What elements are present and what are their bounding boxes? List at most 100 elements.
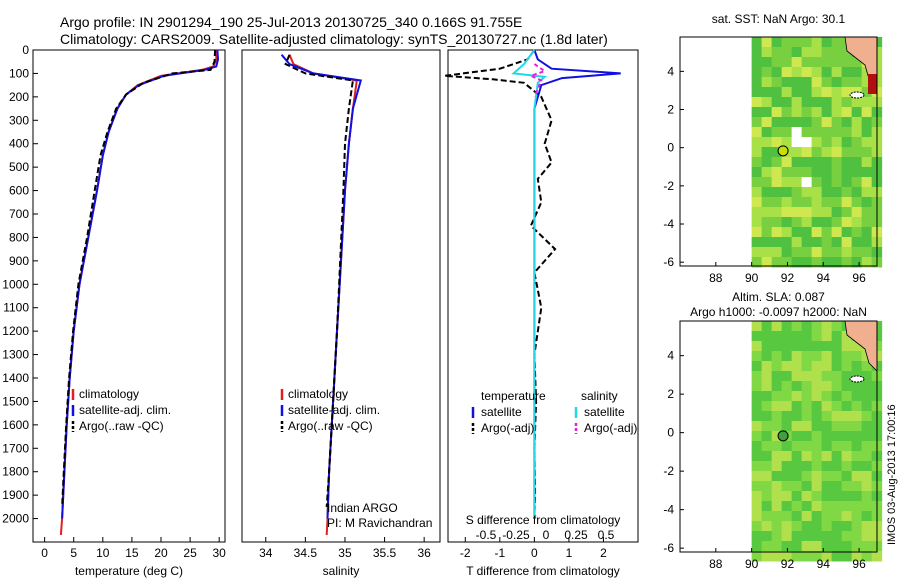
diff-top-tick-label: -0.25 [502,528,530,542]
sla_map-cell [861,461,873,472]
sla_map-cell [791,461,803,472]
sla_map-cell [801,471,813,482]
sst_map-cell [831,257,843,268]
sla_map-cell [831,481,843,492]
sst_map-cell [761,77,773,88]
sla_map-cell [841,491,853,502]
sla_map-cell [801,381,813,392]
sla_map-cell [851,421,863,432]
sst_map-cell [801,37,813,48]
sla_map-ytick-label: 4 [667,349,674,363]
sla_map-cell [821,401,833,412]
sla_map-cell [861,551,873,562]
header-line2: Climatology: CARS2009. Satellite-adjuste… [60,31,608,47]
sst_map-cell [771,127,783,138]
sst_map-cell [751,107,763,118]
sst_map-cell [851,247,863,258]
sla_map-cell [851,531,863,542]
sst_map-cell [811,67,823,78]
sst_map-cell [861,77,873,88]
sla_map-cell [751,331,763,342]
diff-top-tick-label: 0.25 [564,528,588,542]
sla_map-cell [791,491,803,502]
sst_map-cell [851,167,863,178]
sla_map-cell [831,381,843,392]
sla_map-frame [679,320,878,553]
sst_map-cell [831,127,843,138]
sst_map-cell [801,197,813,208]
sla_map-cell [781,551,793,562]
sla_map-cell [771,451,783,462]
sla_map-cell [761,541,773,552]
sla_map-cell [821,481,833,492]
sla_map-cell [771,401,783,412]
sst_map-cell [831,207,843,218]
salinity-xlabel: salinity [323,564,360,578]
sst_map-cell [781,207,793,218]
temperature-ytick-label: 1700 [2,441,29,455]
sla_map-cell [771,411,783,422]
sla_map-cell [761,521,773,532]
sst_map-cell [821,97,833,108]
sst_map-cell [791,197,803,208]
sla_map-cell [771,521,783,532]
sst_map-cell [801,127,813,138]
sst_map-cell [751,257,763,268]
sla_map-cell [831,331,843,342]
sst_map-ytick-label: -2 [663,179,674,193]
sla_map-cell [811,391,823,402]
sst_map-xtick-label: 96 [852,271,866,285]
sla_map-cell [811,461,823,472]
sla_map-cell [811,331,823,342]
sst_map-cell [761,57,773,68]
sla_map-title2: Argo h1000: -0.0097 h2000: NaN [690,305,867,319]
sla_map-cell [841,371,853,382]
sst_map-cell [841,157,853,168]
sla_map-cell [791,451,803,462]
sst_map-cell [781,107,793,118]
sla_map-cell [751,461,763,472]
sla_map-xtick-label: 88 [709,557,723,571]
sst_map-cell [801,227,813,238]
sla_map-cell [851,521,863,532]
sla_map-cell [811,541,823,552]
sla_map-cell [821,511,833,522]
sla_map-cell [851,481,863,492]
sla_map-cell [781,541,793,552]
sla_map-cell [781,451,793,462]
sst_map-cell [811,147,823,158]
temperature-xtick-label: 5 [70,546,77,560]
sla_map-cell [771,461,783,472]
sst_map-cell [781,187,793,198]
sla_map-cell [811,341,823,352]
sla_map-cell [821,411,833,422]
sla_map-cell [761,531,773,542]
sst_map-cell [761,117,773,128]
sst_map-cell [751,127,763,138]
sst_map-cell [781,177,793,188]
sst_map-cell [761,137,773,148]
sla_map-cell [771,511,783,522]
sla_map-cell [771,341,783,352]
sla_map-cell [841,551,853,562]
sst_map-cell [801,207,813,218]
sla_map-cell [861,541,873,552]
sst_map-cell [841,107,853,118]
sla_map-xtick-label: 90 [745,557,759,571]
sla_map-cell [791,371,803,382]
sst_map-cell [831,77,843,88]
sst_map-cell [861,127,873,138]
sla_map-cell [821,371,833,382]
sla_map-ytick-label: -6 [663,541,674,555]
sla_map-cell [761,321,773,332]
sst_map-cell [861,257,873,268]
sst_map-cell [861,167,873,178]
sst_map-cell [791,57,803,68]
sst_map-cell [771,157,783,168]
sst_map-cell [821,227,833,238]
sla_map-cell [861,471,873,482]
sla_map-cell [781,391,793,402]
sla_map-cell [831,531,843,542]
sst_map-cell [751,227,763,238]
sla_map-cell [791,321,803,332]
